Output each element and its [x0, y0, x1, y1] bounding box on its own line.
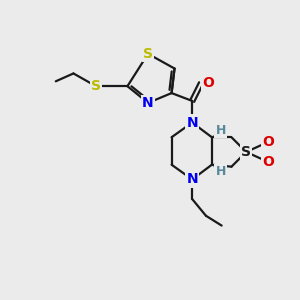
Text: S: S — [91, 79, 101, 93]
Text: O: O — [262, 155, 274, 169]
Text: H: H — [215, 124, 226, 137]
Text: N: N — [142, 96, 154, 110]
Text: N: N — [186, 172, 198, 186]
Text: O: O — [262, 135, 274, 149]
Text: H: H — [215, 165, 226, 178]
Text: N: N — [186, 116, 198, 130]
Text: S: S — [241, 145, 251, 159]
Text: S: S — [143, 47, 153, 61]
Text: O: O — [202, 76, 214, 90]
